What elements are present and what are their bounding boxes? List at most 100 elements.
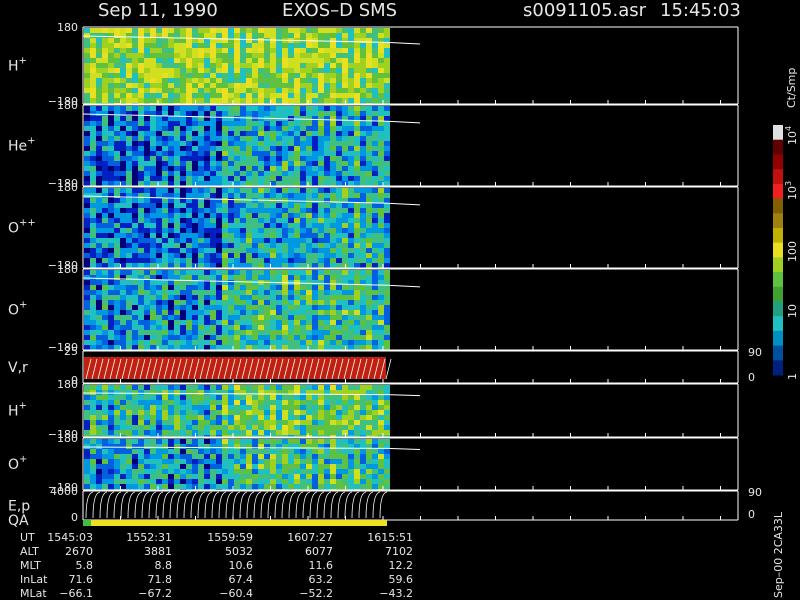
time: 15:45:03 xyxy=(660,0,741,21)
spectrogram-cell xyxy=(198,161,204,166)
spectrogram-cell xyxy=(144,459,150,464)
spectrogram-cell xyxy=(114,459,120,464)
spectrogram-cell xyxy=(270,270,276,275)
spectrogram-cell xyxy=(258,121,264,126)
spectrogram-cell xyxy=(120,58,126,63)
spectrogram-cell xyxy=(360,330,366,335)
spectrogram-cell xyxy=(258,415,264,420)
spectrogram-cell xyxy=(204,193,210,198)
spectrogram-cell xyxy=(294,449,300,454)
spectrogram-cell xyxy=(138,176,144,181)
spectrogram-cell xyxy=(264,83,270,88)
spectrogram-cell xyxy=(240,345,246,350)
spectrogram-cell xyxy=(378,228,384,233)
spectrogram-cell xyxy=(96,228,102,233)
spectrogram-cell xyxy=(282,151,288,156)
spectrogram-cell xyxy=(204,223,210,228)
spectrogram-cell xyxy=(342,464,348,469)
spectrogram-cell xyxy=(120,136,126,141)
spectrogram-cell xyxy=(90,48,96,53)
spectrogram-cell xyxy=(264,43,270,48)
spectrogram-cell xyxy=(240,208,246,213)
spectrogram-cell xyxy=(372,395,378,400)
spectrogram-cell xyxy=(222,345,228,350)
spectrogram-cell xyxy=(282,435,288,437)
spectrogram-cell xyxy=(156,474,162,479)
spectrogram-cell xyxy=(192,335,198,340)
spectrogram-cell xyxy=(138,280,144,285)
spectrogram-cell xyxy=(228,248,234,253)
spectrogram-cell xyxy=(384,335,390,340)
spectrogram-cell xyxy=(354,345,360,350)
spectrogram-cell xyxy=(84,181,90,186)
spectrogram-cell xyxy=(270,188,276,193)
spectrogram-cell xyxy=(96,28,102,33)
spectrogram-cell xyxy=(366,48,372,53)
spectrogram-cell xyxy=(384,420,390,425)
spectrogram-cell xyxy=(270,439,276,444)
spectrogram-cell xyxy=(234,116,240,121)
spectrogram-cell xyxy=(84,141,90,146)
spectrogram-cell xyxy=(150,345,156,350)
spectrogram-cell xyxy=(114,93,120,98)
spectrogram-cell xyxy=(168,233,174,238)
spectrogram-cell xyxy=(348,263,354,268)
spectrogram-cell xyxy=(336,464,342,469)
spectrogram-cell xyxy=(234,285,240,290)
spectrogram-cell xyxy=(186,280,192,285)
spectrogram-cell xyxy=(192,116,198,121)
spectrogram-cell xyxy=(120,243,126,248)
spectrogram-cell xyxy=(120,474,126,479)
spectrogram-cell xyxy=(114,280,120,285)
spectrogram-cell xyxy=(96,208,102,213)
spectrogram-cell xyxy=(372,238,378,243)
spectrogram-cell xyxy=(102,253,108,258)
spectrogram-cell xyxy=(378,131,384,136)
spectrogram-cell xyxy=(372,98,378,103)
spectrogram-cell xyxy=(114,116,120,121)
spectrogram-cell xyxy=(348,340,354,345)
spectrogram-cell xyxy=(300,439,306,444)
spectrogram-cell xyxy=(318,233,324,238)
spectrogram-cell xyxy=(204,188,210,193)
spectrogram-cell xyxy=(276,171,282,176)
spectrogram-cell xyxy=(348,484,354,489)
spectrogram-cell xyxy=(138,218,144,223)
spectrogram-cell xyxy=(102,285,108,290)
spectrogram-cell xyxy=(222,166,228,171)
spectrogram-cell xyxy=(294,126,300,131)
spectrogram-cell xyxy=(354,464,360,469)
spectrogram-cell xyxy=(330,469,336,474)
spectrogram-cell xyxy=(144,243,150,248)
spectrogram-cell xyxy=(90,116,96,121)
spectrogram-cell xyxy=(354,146,360,151)
spectrogram-cell xyxy=(306,320,312,325)
spectrogram-cell xyxy=(156,68,162,73)
spectrogram-cell xyxy=(90,415,96,420)
spectrogram-cell xyxy=(216,98,222,103)
spectrogram-cell xyxy=(288,171,294,176)
spectrogram-cell xyxy=(168,439,174,444)
spectrogram-cell xyxy=(342,285,348,290)
spectrogram-cell xyxy=(312,253,318,258)
spectrogram-cell xyxy=(240,156,246,161)
spectrogram-cell xyxy=(132,469,138,474)
spectrogram-cell xyxy=(348,400,354,405)
spectrogram-cell xyxy=(288,320,294,325)
spectrogram-cell xyxy=(330,48,336,53)
spectrogram-cell xyxy=(234,310,240,315)
spectrogram-cell xyxy=(126,270,132,275)
spectrogram-cell xyxy=(90,111,96,116)
spectrogram-cell xyxy=(312,98,318,103)
spectrogram-cell xyxy=(150,141,156,146)
spectrogram-cell xyxy=(348,116,354,121)
spectrogram-cell xyxy=(222,430,228,435)
spectrogram-cell xyxy=(246,400,252,405)
spectrogram-cell xyxy=(102,290,108,295)
spectrogram-cell xyxy=(318,33,324,38)
spectrogram-cell xyxy=(150,166,156,171)
spectrogram-cell xyxy=(228,126,234,131)
spectrogram-cell xyxy=(114,400,120,405)
spectrogram-cell xyxy=(366,141,372,146)
spectrogram-cell xyxy=(132,223,138,228)
